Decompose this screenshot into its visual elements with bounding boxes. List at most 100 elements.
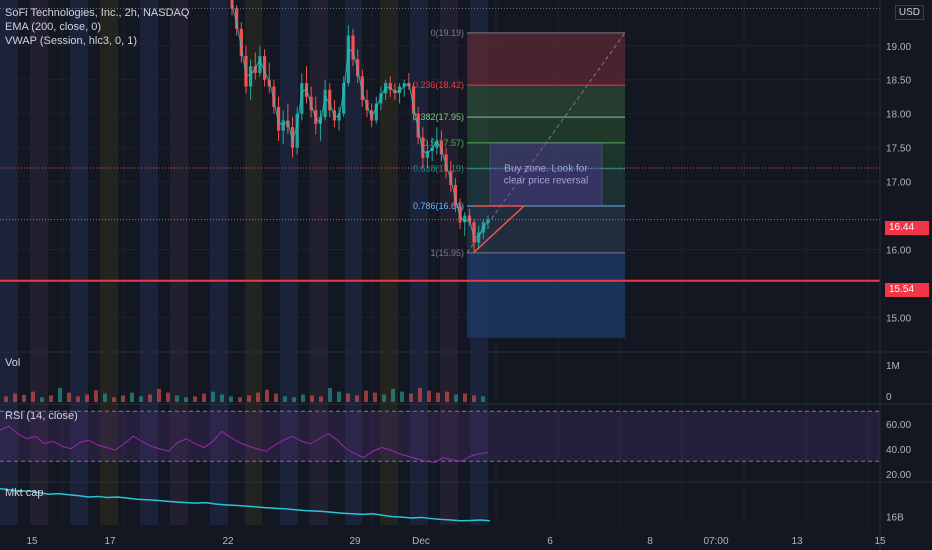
- candle-body: [477, 232, 481, 243]
- volume-bar: [58, 387, 62, 402]
- price-tick-label: 17.50: [886, 144, 911, 155]
- candle-body: [272, 86, 276, 107]
- volume-bar: [220, 394, 224, 402]
- candle-body: [435, 140, 439, 148]
- rsi-band: [0, 411, 880, 462]
- candle-body: [253, 66, 257, 73]
- fib-zone: [467, 142, 625, 169]
- volume-bar: [409, 393, 413, 402]
- fib-level-label: 0(19.19): [430, 28, 464, 38]
- volume-bar: [472, 395, 476, 402]
- candle-body: [351, 35, 355, 60]
- session-shade: [410, 0, 428, 525]
- price-tick-label: 18.50: [886, 76, 911, 87]
- volume-bar: [283, 396, 287, 402]
- candle-body: [425, 151, 430, 158]
- volume-bar: [193, 396, 197, 402]
- candle-body: [244, 55, 248, 87]
- ema-indicator-label[interactable]: EMA (200, close, 0): [5, 21, 101, 33]
- time-tick-label: Dec: [412, 536, 430, 547]
- mktcap-line: [0, 487, 491, 522]
- candle-body: [402, 83, 406, 87]
- volume-tick-label: 1M: [886, 361, 900, 372]
- volume-bar: [40, 397, 44, 402]
- mktcap-pane-label[interactable]: Mkt cap: [5, 487, 44, 499]
- volume-bar: [67, 392, 71, 402]
- vwap-line: [231, 4, 489, 239]
- session-shade: [140, 0, 158, 525]
- buy-zone-text-line2: clear price reversal: [504, 175, 588, 186]
- volume-bar: [4, 396, 8, 402]
- fib-zone: [467, 85, 625, 118]
- candle-body: [342, 83, 346, 114]
- candle-body: [300, 83, 304, 114]
- volume-bar: [382, 394, 386, 402]
- candle-body: [486, 219, 490, 223]
- fib-zone: [467, 117, 625, 143]
- trend-triangle: [473, 205, 526, 253]
- volume-bar: [427, 390, 431, 402]
- candle-body: [258, 55, 262, 73]
- rsi-pane-label[interactable]: RSI (14, close): [5, 410, 78, 422]
- volume-bar: [202, 393, 206, 402]
- volume-bar: [292, 397, 296, 402]
- volume-bar: [85, 394, 89, 402]
- candle-body: [295, 113, 299, 148]
- candle-body: [267, 79, 271, 87]
- volume-bar: [13, 393, 17, 402]
- fib-level-label: 1(15.95): [430, 248, 464, 258]
- time-tick-label: 15: [26, 536, 38, 547]
- price-tick-label: 19.00: [886, 42, 911, 53]
- volume-bar: [337, 391, 341, 402]
- price-tick-label: 16.00: [886, 246, 911, 257]
- candle-body: [360, 76, 364, 101]
- volume-bar: [130, 392, 134, 402]
- candle-body: [458, 205, 462, 223]
- time-tick-label: 6: [547, 536, 553, 547]
- candle-body: [416, 113, 420, 138]
- volume-bar: [112, 397, 116, 402]
- candle-body: [230, 0, 234, 9]
- vwap-indicator-label[interactable]: VWAP (Session, hlc3, 0, 1): [5, 35, 138, 47]
- buy-zone-text-line1: Buy zone. Look for: [504, 163, 588, 174]
- volume-bar: [463, 393, 467, 402]
- fib-level-label: 0.786(16.64): [413, 201, 464, 211]
- candle-body: [328, 89, 332, 111]
- candle-body: [397, 86, 402, 94]
- volume-tick-label: 0: [886, 392, 892, 403]
- candle-body: [444, 154, 448, 172]
- currency-badge[interactable]: USD: [894, 5, 924, 20]
- candle-body: [323, 89, 327, 118]
- time-axis-bg: [0, 525, 932, 550]
- candle-body: [439, 140, 444, 155]
- volume-bar: [166, 392, 170, 402]
- volume-bar: [364, 390, 368, 402]
- candle-body: [388, 83, 392, 90]
- volume-pane-label[interactable]: Vol: [5, 357, 21, 369]
- volume-bar: [274, 393, 278, 402]
- fib-zone: [467, 206, 625, 253]
- buy-zone-box: [489, 142, 603, 207]
- time-tick-label: 13: [791, 536, 803, 547]
- rsi-line: [0, 425, 489, 464]
- volume-bar: [454, 394, 458, 402]
- volume-bar: [481, 396, 485, 402]
- time-tick-label: 22: [222, 536, 234, 547]
- support-price-badge: 15.54: [885, 283, 929, 297]
- fib-zone: [467, 32, 625, 86]
- volume-bar: [94, 390, 98, 402]
- volume-bar: [328, 387, 332, 402]
- candle-body: [346, 35, 350, 84]
- volume-bar: [418, 387, 422, 402]
- price-tick-label: 18.00: [886, 110, 911, 121]
- fib-level-label: 0.5(17.57): [423, 138, 464, 148]
- symbol-title[interactable]: SoFi Technologies, Inc., 2h, NASDAQ: [5, 7, 190, 19]
- volume-bar: [184, 397, 188, 402]
- volume-bar: [256, 392, 260, 402]
- chart-legend: SoFi Technologies, Inc., 2h, NASDAQ EMA …: [5, 6, 189, 48]
- candle-body: [411, 86, 416, 114]
- volume-bar: [121, 395, 125, 402]
- price-tick-label: 15.00: [886, 313, 911, 324]
- session-shade: [70, 0, 88, 525]
